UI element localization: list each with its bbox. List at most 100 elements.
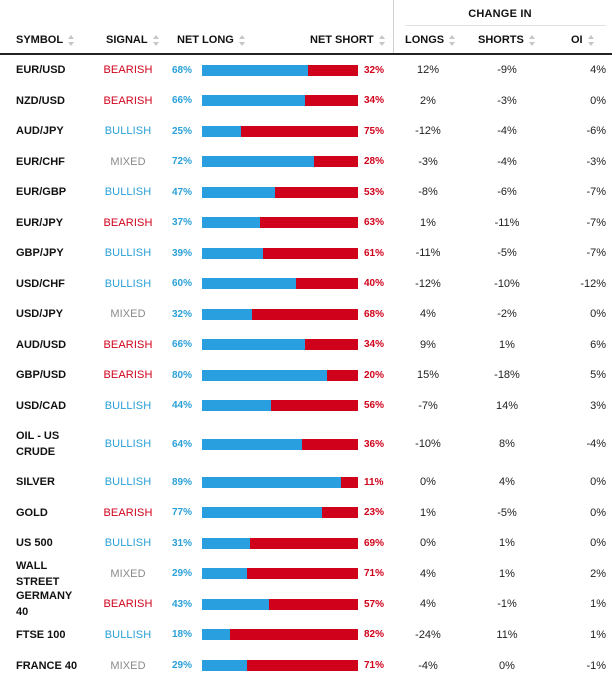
table-row[interactable]: NZD/USD BEARISH 66% 34% 2% -3% 0% bbox=[0, 85, 612, 116]
symbol-header-label: SYMBOL bbox=[16, 34, 64, 46]
net-short-value: 68% bbox=[364, 308, 385, 320]
net-long-bar-segment bbox=[202, 400, 271, 411]
shorts-change-value: 8% bbox=[499, 438, 515, 450]
net-short-bar-segment bbox=[308, 65, 358, 76]
signal-cell: BULLISH bbox=[104, 476, 152, 488]
symbol-cell[interactable]: EUR/USD bbox=[16, 64, 66, 76]
signal-cell: MIXED bbox=[110, 659, 146, 672]
net-position-bar bbox=[202, 187, 358, 198]
net-position-bar bbox=[202, 156, 358, 167]
net-long-bar-segment bbox=[202, 629, 230, 640]
change-in-underline bbox=[405, 25, 606, 26]
shorts-change-value: -9% bbox=[497, 64, 517, 76]
symbol-cell[interactable]: GOLD bbox=[16, 506, 48, 519]
column-header-net-short[interactable]: NET SHORT bbox=[310, 27, 386, 53]
column-header-symbol[interactable]: SYMBOL bbox=[16, 27, 75, 53]
net-long-bar-segment bbox=[202, 439, 302, 450]
net-short-bar-segment bbox=[296, 278, 358, 289]
net-short-bar-segment bbox=[271, 400, 358, 411]
net-long-value: 66% bbox=[171, 95, 192, 106]
table-row[interactable]: USD/CAD BULLISH 44% 56% -7% 14% 3% bbox=[0, 390, 612, 421]
oi-change-value: 1% bbox=[590, 598, 606, 610]
symbol-cell[interactable]: EUR/CHF bbox=[16, 155, 65, 168]
table-row[interactable]: GOLD BEARISH 77% 23% 1% -5% 0% bbox=[0, 497, 612, 528]
sort-icon[interactable] bbox=[528, 34, 536, 46]
symbol-cell[interactable]: OIL - US CRUDE bbox=[16, 430, 60, 458]
symbol-cell[interactable]: AUD/JPY bbox=[16, 125, 64, 137]
longs-change-value: -7% bbox=[418, 399, 438, 412]
table-row[interactable]: US 500 BULLISH 31% 69% 0% 1% 0% bbox=[0, 528, 612, 558]
net-short-value: 20% bbox=[364, 369, 385, 381]
sort-icon[interactable] bbox=[378, 34, 386, 46]
column-header-shorts[interactable]: SHORTS bbox=[478, 27, 536, 53]
table-row[interactable]: AUD/USD BEARISH 66% 34% 9% 1% 6% bbox=[0, 329, 612, 360]
table-row[interactable]: FTSE 100 BULLISH 18% 82% -24% 11% 1% bbox=[0, 619, 612, 650]
table-row[interactable]: AUD/JPY BULLISH 25% 75% -12% -4% -6% bbox=[0, 116, 612, 146]
net-position-bar bbox=[202, 599, 358, 610]
column-header-net-long[interactable]: NET LONG bbox=[177, 27, 246, 53]
net-short-bar-segment bbox=[230, 629, 358, 640]
table-row[interactable]: SILVER BULLISH 89% 11% 0% 4% 0% bbox=[0, 467, 612, 497]
sort-icon[interactable] bbox=[68, 34, 75, 46]
table-row[interactable]: WALL STREET MIXED 29% 71% 4% 1% 2% bbox=[0, 558, 612, 589]
symbol-cell[interactable]: GERMANY 40 bbox=[16, 590, 73, 618]
table-row[interactable]: USD/CHF BULLISH 60% 40% -12% -10% -12% bbox=[0, 268, 612, 299]
net-position-bar bbox=[202, 65, 358, 76]
net-short-bar-segment bbox=[260, 217, 358, 228]
sort-icon[interactable] bbox=[449, 34, 456, 46]
net-short-value: 40% bbox=[364, 278, 385, 289]
column-header-oi[interactable]: OI bbox=[571, 27, 595, 53]
net-long-bar-segment bbox=[202, 538, 250, 549]
oi-change-value: 0% bbox=[590, 94, 606, 107]
symbol-cell[interactable]: USD/JPY bbox=[16, 308, 64, 320]
symbol-cell[interactable]: FRANCE 40 bbox=[16, 659, 78, 672]
symbol-cell[interactable]: SILVER bbox=[16, 476, 55, 488]
shorts-change-value: -4% bbox=[497, 155, 517, 168]
net-long-value: 29% bbox=[171, 568, 192, 579]
table-row[interactable]: EUR/CHF MIXED 72% 28% -3% -4% -3% bbox=[0, 146, 612, 177]
net-long-value: 29% bbox=[171, 660, 192, 671]
oi-change-value: 0% bbox=[590, 537, 606, 549]
net-short-value: 69% bbox=[364, 537, 385, 549]
table-row[interactable]: GBP/JPY BULLISH 39% 61% -11% -5% -7% bbox=[0, 238, 612, 268]
table-row[interactable]: EUR/USD BEARISH 68% 32% 12% -9% 4% bbox=[0, 55, 612, 85]
net-short-value: 57% bbox=[364, 598, 385, 610]
column-header-longs[interactable]: LONGS bbox=[405, 27, 456, 53]
symbol-cell[interactable]: USD/CAD bbox=[16, 399, 67, 412]
column-header-signal[interactable]: SIGNAL bbox=[106, 27, 160, 53]
symbol-cell[interactable]: WALL STREET bbox=[16, 559, 60, 588]
symbol-cell[interactable]: EUR/GBP bbox=[16, 186, 67, 198]
sort-icon[interactable] bbox=[238, 34, 246, 46]
shorts-header-label: SHORTS bbox=[478, 34, 524, 46]
symbol-cell[interactable]: AUD/USD bbox=[16, 338, 67, 351]
symbol-cell[interactable]: GBP/USD bbox=[16, 369, 67, 381]
table-row[interactable]: EUR/GBP BULLISH 47% 53% -8% -6% -7% bbox=[0, 177, 612, 207]
symbol-cell[interactable]: EUR/JPY bbox=[16, 216, 64, 229]
symbol-cell[interactable]: USD/CHF bbox=[16, 277, 65, 290]
symbol-cell[interactable]: NZD/USD bbox=[16, 94, 65, 107]
net-long-bar-segment bbox=[202, 477, 341, 488]
signal-header-label: SIGNAL bbox=[106, 34, 148, 46]
table-row[interactable]: USD/JPY MIXED 32% 68% 4% -2% 0% bbox=[0, 299, 612, 329]
symbol-cell[interactable]: FTSE 100 bbox=[16, 628, 66, 641]
table-row[interactable]: FRANCE 40 MIXED 29% 71% -4% 0% -1% bbox=[0, 650, 612, 681]
sort-icon[interactable] bbox=[587, 34, 595, 46]
change-in-label: CHANGE IN bbox=[468, 8, 532, 20]
shorts-change-value: 1% bbox=[499, 338, 515, 351]
symbol-cell[interactable]: US 500 bbox=[16, 537, 53, 549]
signal-cell: BULLISH bbox=[104, 125, 152, 137]
table-row[interactable]: GERMANY 40 BEARISH 43% 57% 4% -1% 1% bbox=[0, 589, 612, 619]
table-row[interactable]: EUR/JPY BEARISH 37% 63% 1% -11% -7% bbox=[0, 207, 612, 238]
table-row[interactable]: GBP/USD BEARISH 80% 20% 15% -18% 5% bbox=[0, 360, 612, 390]
net-long-value: 25% bbox=[171, 125, 192, 137]
oi-change-value: -1% bbox=[586, 659, 606, 672]
oi-change-value: -7% bbox=[586, 216, 606, 229]
longs-change-value: -12% bbox=[415, 125, 441, 137]
net-short-bar-segment bbox=[327, 370, 358, 381]
shorts-change-value: 14% bbox=[495, 399, 519, 412]
sort-icon[interactable] bbox=[152, 34, 160, 46]
table-row[interactable]: OIL - US CRUDE BULLISH 64% 36% -10% 8% -4% bbox=[0, 421, 612, 467]
oi-change-value: 2% bbox=[590, 567, 606, 580]
longs-change-value: 4% bbox=[420, 308, 436, 320]
symbol-cell[interactable]: GBP/JPY bbox=[16, 247, 64, 259]
